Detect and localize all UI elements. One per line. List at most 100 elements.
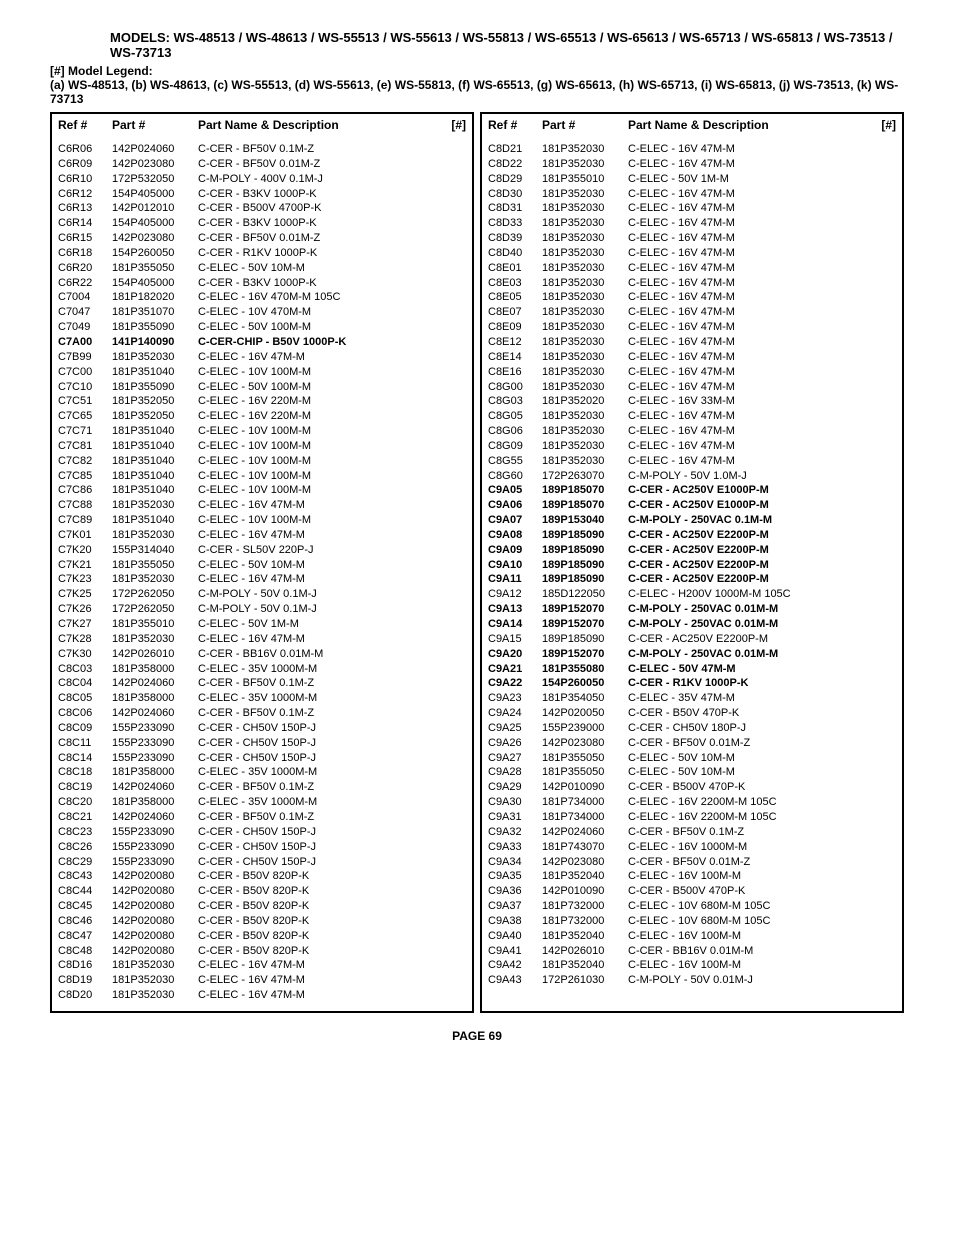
cell-ref: C8C11 <box>58 736 112 751</box>
table-row: C6R15142P023080C-CER - BF50V 0.01M-Z <box>58 231 466 246</box>
cell-part: 154P260050 <box>542 676 628 691</box>
cell-part: 181P352030 <box>112 528 198 543</box>
table-row: C9A38181P732000C-ELEC - 10V 680M-M 105C <box>488 914 896 929</box>
cell-ref: C8G05 <box>488 409 542 424</box>
cell-ref: C8C05 <box>58 691 112 706</box>
table-row: C7K21181P355050C-ELEC - 50V 10M-M <box>58 558 466 573</box>
cell-ref: C8E07 <box>488 305 542 320</box>
table-row: C9A40181P352040C-ELEC - 16V 100M-M <box>488 929 896 944</box>
cell-desc: C-ELEC - 16V 47M-M <box>628 320 896 335</box>
cell-part: 142P024060 <box>112 676 198 691</box>
cell-desc: C-ELEC - 16V 47M-M <box>198 973 466 988</box>
table-row: C8C11155P233090C-CER - CH50V 150P-J <box>58 736 466 751</box>
cell-desc: C-CER - B50V 470P-K <box>628 706 896 721</box>
cell-part: 181P352030 <box>542 305 628 320</box>
cell-desc: C-CER - B50V 820P-K <box>198 929 466 944</box>
cell-ref: C8D22 <box>488 157 542 172</box>
cell-part: 181P358000 <box>112 662 198 677</box>
cell-desc: C-ELEC - 16V 47M-M <box>628 380 896 395</box>
col-ref: Ref # <box>488 118 542 132</box>
table-row: C9A10189P185090C-CER - AC250V E2200P-M <box>488 558 896 573</box>
cell-desc: C-ELEC - 16V 47M-M <box>628 276 896 291</box>
cell-ref: C9A42 <box>488 958 542 973</box>
table-row: C8C20181P358000C-ELEC - 35V 1000M-M <box>58 795 466 810</box>
cell-ref: C9A12 <box>488 587 542 602</box>
table-row: C8C46142P020080C-CER - B50V 820P-K <box>58 914 466 929</box>
cell-part: 181P352030 <box>542 261 628 276</box>
cell-desc: C-ELEC - 16V 47M-M <box>628 231 896 246</box>
cell-ref: C9A14 <box>488 617 542 632</box>
cell-desc: C-CER - CH50V 150P-J <box>198 721 466 736</box>
table-row: C8C45142P020080C-CER - B50V 820P-K <box>58 899 466 914</box>
cell-part: 142P012010 <box>112 201 198 216</box>
cell-ref: C9A07 <box>488 513 542 528</box>
table-row: C7004181P182020C-ELEC - 16V 470M-M 105C <box>58 290 466 305</box>
table-row: C7047181P351070C-ELEC - 10V 470M-M <box>58 305 466 320</box>
cell-part: 142P020080 <box>112 929 198 944</box>
cell-desc: C-ELEC - 16V 47M-M <box>628 187 896 202</box>
cell-part: 181P352040 <box>542 869 628 884</box>
cell-part: 181P352020 <box>542 394 628 409</box>
cell-ref: C6R15 <box>58 231 112 246</box>
col-part: Part # <box>542 118 628 132</box>
cell-ref: C8C29 <box>58 855 112 870</box>
cell-part: 189P152070 <box>542 602 628 617</box>
cell-desc: C-CER - B3KV 1000P-K <box>198 187 466 202</box>
cell-part: 142P020080 <box>112 869 198 884</box>
cell-part: 181P352030 <box>542 187 628 202</box>
cell-part: 189P185070 <box>542 483 628 498</box>
cell-desc: C-ELEC - 16V 47M-M <box>628 216 896 231</box>
cell-part: 172P262050 <box>112 602 198 617</box>
table-row: C9A14189P152070C-M-POLY - 250VAC 0.01M-M <box>488 617 896 632</box>
cell-part: 181P358000 <box>112 765 198 780</box>
cell-part: 181P351040 <box>112 439 198 454</box>
table-row: C7K25172P262050C-M-POLY - 50V 0.1M-J <box>58 587 466 602</box>
cell-ref: C8C45 <box>58 899 112 914</box>
right-table: Ref # Part # Part Name & Description [#]… <box>480 112 904 1013</box>
cell-ref: C7C88 <box>58 498 112 513</box>
cell-part: 181P352030 <box>542 409 628 424</box>
cell-ref: C8C20 <box>58 795 112 810</box>
cell-desc: C-ELEC - 16V 470M-M 105C <box>198 290 466 305</box>
cell-part: 181P352030 <box>112 632 198 647</box>
cell-ref: C7K23 <box>58 572 112 587</box>
cell-desc: C-CER - BF50V 0.1M-Z <box>198 706 466 721</box>
table-row: C7K01181P352030C-ELEC - 16V 47M-M <box>58 528 466 543</box>
cell-ref: C9A30 <box>488 795 542 810</box>
cell-ref: C9A43 <box>488 973 542 988</box>
table-row: C9A41142P026010C-CER - BB16V 0.01M-M <box>488 944 896 959</box>
table-row: C9A26142P023080C-CER - BF50V 0.01M-Z <box>488 736 896 751</box>
cell-desc: C-ELEC - 10V 100M-M <box>198 439 466 454</box>
cell-part: 181P732000 <box>542 914 628 929</box>
table-row: C8D40181P352030C-ELEC - 16V 47M-M <box>488 246 896 261</box>
cell-ref: C7C00 <box>58 365 112 380</box>
cell-ref: C8C06 <box>58 706 112 721</box>
cell-part: 141P140090 <box>112 335 198 350</box>
table-row: C8C21142P024060C-CER - BF50V 0.1M-Z <box>58 810 466 825</box>
table-row: C8C05181P358000C-ELEC - 35V 1000M-M <box>58 691 466 706</box>
cell-part: 181P352030 <box>542 380 628 395</box>
cell-part: 181P352030 <box>542 276 628 291</box>
table-row: C9A20189P152070C-M-POLY - 250VAC 0.01M-M <box>488 647 896 662</box>
cell-desc: C-ELEC - 10V 680M-M 105C <box>628 899 896 914</box>
left-table-body: C6R06142P024060C-CER - BF50V 0.1M-ZC6R09… <box>58 142 466 1003</box>
cell-part: 142P023080 <box>542 855 628 870</box>
cell-ref: C8E14 <box>488 350 542 365</box>
cell-ref: C6R12 <box>58 187 112 202</box>
right-table-header: Ref # Part # Part Name & Description [#] <box>488 118 896 132</box>
cell-ref: C9A32 <box>488 825 542 840</box>
cell-part: 181P352030 <box>542 142 628 157</box>
cell-desc: C-CER - B3KV 1000P-K <box>198 216 466 231</box>
cell-desc: C-CER - CH50V 150P-J <box>198 840 466 855</box>
table-row: C8E12181P352030C-ELEC - 16V 47M-M <box>488 335 896 350</box>
cell-ref: C9A21 <box>488 662 542 677</box>
cell-part: 181P358000 <box>112 691 198 706</box>
cell-part: 189P185070 <box>542 498 628 513</box>
cell-desc: C-M-POLY - 50V 0.01M-J <box>628 973 896 988</box>
cell-part: 142P010090 <box>542 780 628 795</box>
cell-desc: C-ELEC - H200V 1000M-M 105C <box>628 587 896 602</box>
table-row: C7C65181P352050C-ELEC - 16V 220M-M <box>58 409 466 424</box>
cell-ref: C7K27 <box>58 617 112 632</box>
cell-desc: C-M-POLY - 250VAC 0.01M-M <box>628 602 896 617</box>
cell-ref: C9A38 <box>488 914 542 929</box>
